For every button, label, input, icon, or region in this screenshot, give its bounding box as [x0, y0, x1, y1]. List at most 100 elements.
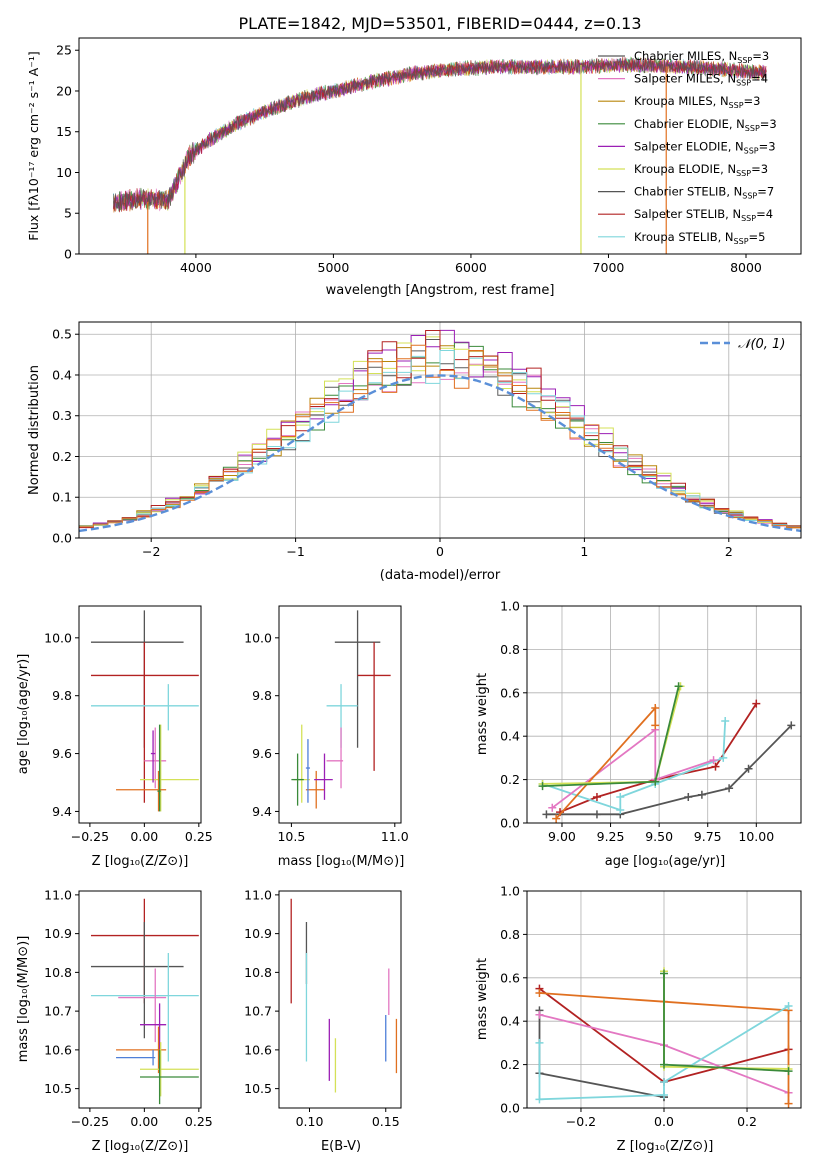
- weight-marker: [744, 764, 753, 773]
- weight-line: [542, 720, 727, 812]
- y-tick-label: 10.8: [244, 965, 272, 980]
- weight-marker: [784, 1002, 793, 1011]
- axes-frame: [278, 890, 402, 1109]
- weight-marker: [592, 810, 601, 819]
- weight-marker: [552, 814, 561, 823]
- axes-frame: [278, 605, 402, 824]
- weight-marker: [660, 1077, 668, 1086]
- y-tick-label: 10.7: [244, 1004, 272, 1019]
- y-tick-label: 15: [56, 124, 72, 139]
- weight-marker: [660, 1090, 668, 1099]
- x-tick-label: 5000: [318, 260, 350, 275]
- weight-marker: [660, 1060, 668, 1069]
- weight-vs-age-ylabel: mass weight: [475, 673, 490, 755]
- weight-line: [555, 705, 657, 820]
- y-tick-label: 0.4: [500, 1014, 520, 1029]
- weight-marker: [752, 699, 761, 708]
- y-tick-label: 20: [56, 83, 72, 98]
- y-tick-label: 10.0: [244, 630, 272, 645]
- weight-marker: [535, 1095, 544, 1104]
- weight-marker: [535, 1038, 544, 1047]
- weight-vs-metallicity-panel: −0.2 0.0 0.2 0.0 0.2 0.4 0.6 0.8 1.0: [500, 884, 802, 1129]
- x-tick-label: 8000: [730, 260, 762, 275]
- axes-frame: [78, 605, 202, 824]
- weight-marker: [660, 969, 668, 978]
- hist-xlabel: (data-model)/error: [380, 568, 501, 583]
- legend-label: Salpeter ELODIE, NSSP=3: [634, 139, 776, 155]
- legend-label: Kroupa STELIB, NSSP=5: [634, 230, 765, 246]
- age-vs-mass-panel: 10.5 11.0 9.4 9.6 9.8 10.0: [244, 605, 409, 844]
- axes-frame: [78, 37, 802, 255]
- x-tick-label: 0.15: [372, 1114, 400, 1129]
- y-tick-label: 9.4: [52, 804, 72, 819]
- y-tick-label: 0.2: [500, 1057, 520, 1072]
- x-tick-label: −1: [286, 544, 304, 559]
- hist-ylabel: Normed distribution: [27, 365, 42, 495]
- y-tick-label: 0.6: [500, 685, 520, 700]
- legend-label: 𝒩(0, 1): [738, 337, 785, 352]
- y-tick-label: 9.8: [52, 688, 72, 703]
- x-tick-label: 6000: [455, 260, 487, 275]
- weight-marker: [651, 777, 660, 786]
- legend-label: Chabrier STELIB, NSSP=7: [634, 185, 774, 201]
- y-tick-label: 0.0: [500, 1101, 520, 1116]
- y-tick-label: 0.2: [52, 449, 72, 464]
- y-tick-label: 0.2: [500, 772, 520, 787]
- weight-marker: [709, 756, 718, 765]
- y-tick-label: 25: [56, 43, 72, 58]
- y-tick-label: 0.5: [52, 327, 72, 342]
- x-tick-label: 0.2: [737, 1114, 757, 1129]
- x-tick-label: 9.00: [548, 829, 576, 844]
- y-tick-label: 10.6: [244, 1042, 272, 1057]
- weight-marker: [616, 805, 625, 814]
- y-tick-label: 11.0: [244, 887, 272, 902]
- x-tick-label: −0.25: [71, 1114, 109, 1129]
- legend-label: Salpeter MILES, NSSP=4: [634, 72, 768, 88]
- weight-vs-age-xlabel: age [log₁₀(age/yr)]: [605, 854, 726, 869]
- x-tick-label: −0.25: [71, 829, 109, 844]
- axes-frame: [526, 890, 802, 1109]
- weight-marker: [616, 792, 625, 801]
- y-tick-label: 0.8: [500, 927, 520, 942]
- mass-vs-ebv-xlabel: E(B-V): [321, 1139, 361, 1154]
- y-tick-label: 1.0: [500, 599, 520, 614]
- age-vs-z-xlabel: Z [log₁₀(Z/Z⊙)]: [92, 854, 189, 869]
- x-tick-label: 11.0: [381, 829, 409, 844]
- y-tick-label: 10.5: [244, 1081, 272, 1096]
- legend-label: Kroupa MILES, NSSP=3: [634, 94, 760, 110]
- age-vs-metallicity-panel: −0.25 0.00 0.25 9.4 9.6 9.8 10.0: [44, 605, 213, 844]
- y-tick-label: 9.8: [252, 688, 272, 703]
- x-tick-label: −2: [142, 544, 160, 559]
- weight-marker: [684, 792, 693, 801]
- x-tick-label: 1: [580, 544, 588, 559]
- x-tick-label: 10.00: [738, 829, 774, 844]
- weight-line: [538, 1010, 665, 1099]
- x-tick-label: 9.25: [597, 829, 625, 844]
- x-tick-label: 7000: [593, 260, 625, 275]
- spectrum-xlabel: wavelength [Angstrom, rest frame]: [326, 283, 555, 298]
- mass-vs-ebv-panel: 0.10 0.15 10.5 10.6 10.7 10.8 10.9 11.0: [244, 887, 402, 1129]
- y-tick-label: 10.9: [44, 926, 72, 941]
- spectrum-line: [113, 57, 767, 211]
- x-tick-label: 0.25: [185, 829, 213, 844]
- spectrum-ylabel: Flux [fλ10⁻¹⁷ erg cm⁻² s⁻¹ A⁻¹]: [26, 51, 41, 240]
- weight-marker: [535, 988, 544, 997]
- y-tick-label: 9.6: [252, 746, 272, 761]
- legend-label: Salpeter STELIB, NSSP=4: [634, 207, 773, 223]
- x-tick-label: 0.25: [185, 1114, 213, 1129]
- y-tick-label: 0.8: [500, 642, 520, 657]
- weight-marker: [711, 762, 720, 771]
- x-tick-label: 9.75: [694, 829, 722, 844]
- x-tick-label: 4000: [180, 260, 212, 275]
- hist-series-group: [79, 329, 801, 533]
- hist-step: [79, 344, 801, 530]
- x-tick-label: 0.00: [130, 1114, 158, 1129]
- y-tick-label: 9.4: [252, 804, 272, 819]
- y-tick-label: 0: [64, 247, 72, 262]
- mass-vs-z-xlabel: Z [log₁₀(Z/Z⊙)]: [92, 1139, 189, 1154]
- y-tick-label: 0.0: [52, 531, 72, 546]
- x-tick-label: 0: [436, 544, 444, 559]
- y-tick-label: 0.3: [52, 408, 72, 423]
- weight-marker: [651, 721, 660, 730]
